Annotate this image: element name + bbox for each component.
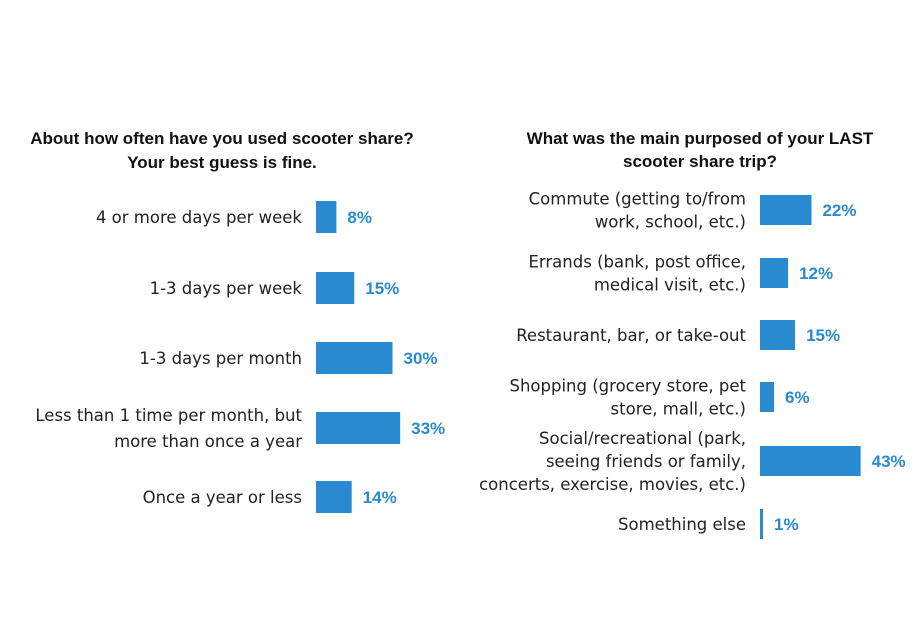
category-label-line: concerts, exercise, movies, etc.)	[479, 475, 746, 494]
category-label-line: 1-3 days per week	[150, 279, 303, 298]
value-label: 30%	[404, 349, 438, 368]
category-label-line: medical visit, etc.)	[594, 276, 746, 295]
bar	[760, 382, 775, 412]
value-label: 33%	[411, 419, 445, 438]
chart-title-line: Your best guess is fine.	[127, 153, 317, 172]
category-label: Commute (getting to/from work, school, et…	[529, 190, 746, 232]
category-label: Shopping (grocery store, pet store, mall,…	[510, 377, 747, 419]
usage-frequency-chart: About how often have you used scooter sh…	[30, 129, 445, 513]
category-label-line: Something else	[618, 515, 746, 534]
category-label-line: Social/recreational (park,	[539, 429, 746, 448]
category-label: Restaurant, bar, or take-out	[516, 326, 746, 345]
bar	[760, 509, 763, 539]
value-label: 15%	[806, 326, 840, 345]
category-label-line: Restaurant, bar, or take-out	[516, 326, 746, 345]
category-label: Social/recreational (park, seeing friends…	[479, 429, 746, 494]
bar	[316, 342, 393, 374]
bar	[760, 195, 812, 225]
bar	[760, 258, 789, 288]
bar	[316, 412, 401, 444]
category-label-line: work, school, etc.)	[595, 213, 746, 232]
category-label: Something else	[618, 515, 746, 534]
value-label: 14%	[363, 488, 397, 507]
chart-title-line: What was the main purposed of your LAST	[527, 129, 874, 148]
value-label: 15%	[365, 279, 399, 298]
value-label: 22%	[822, 201, 856, 220]
category-label: 1-3 days per month	[139, 349, 302, 368]
category-label-line: Shopping (grocery store, pet	[510, 377, 747, 396]
bar	[316, 481, 352, 513]
category-label-line: Less than 1 time per month, but	[35, 406, 302, 425]
category-label-line: 4 or more days per week	[96, 208, 302, 227]
category-label: Once a year or less	[143, 488, 302, 507]
chart-title-line: About how often have you used scooter sh…	[30, 129, 414, 148]
category-label-line: Once a year or less	[143, 488, 302, 507]
value-label: 1%	[774, 515, 799, 534]
category-label-line: store, mall, etc.)	[611, 400, 746, 419]
bar	[316, 272, 355, 304]
category-label: Errands (bank, post office, medical visit…	[528, 253, 746, 295]
category-label-line: 1-3 days per month	[139, 349, 302, 368]
category-label-line: seeing friends or family,	[546, 452, 746, 471]
trip-purpose-chart: What was the main purposed of your LAST s…	[479, 129, 906, 539]
bar	[760, 320, 796, 350]
value-label: 12%	[799, 264, 833, 283]
chart-title: What was the main purposed of your LAST s…	[527, 129, 874, 171]
category-label: 1-3 days per week	[150, 279, 303, 298]
chart-title-line: scooter share trip?	[623, 152, 777, 171]
category-label: Less than 1 time per month, but more than…	[35, 406, 302, 451]
category-label-line: Errands (bank, post office,	[528, 253, 746, 272]
chart-title: About how often have you used scooter sh…	[30, 129, 414, 172]
category-label-line: more than once a year	[114, 432, 302, 451]
value-label: 8%	[347, 208, 372, 227]
category-label: 4 or more days per week	[96, 208, 302, 227]
bar	[316, 201, 337, 233]
bar	[760, 446, 861, 476]
category-label-line: Commute (getting to/from	[529, 190, 746, 209]
value-label: 43%	[872, 452, 906, 471]
value-label: 6%	[785, 388, 810, 407]
